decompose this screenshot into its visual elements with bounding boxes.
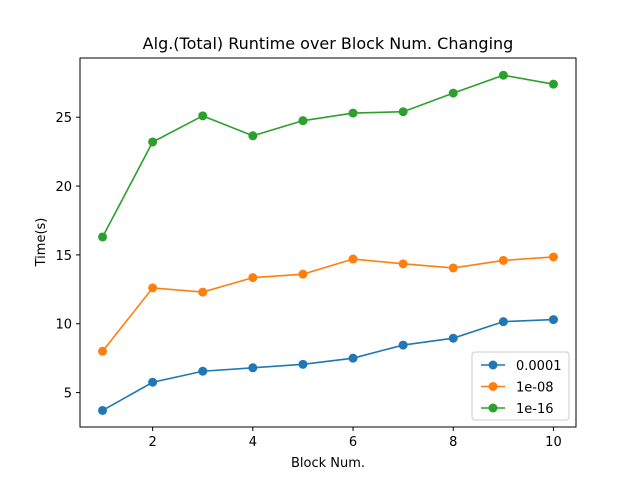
y-axis-title: Time(s) (34, 218, 49, 268)
data-point (298, 269, 308, 279)
data-point (198, 366, 208, 376)
data-point (448, 263, 458, 273)
series-layer (98, 70, 558, 415)
legend-marker (488, 360, 498, 370)
chart-title: Alg.(Total) Runtime over Block Num. Chan… (143, 34, 514, 53)
series-1e-08 (98, 252, 558, 356)
data-point (148, 377, 158, 387)
legend-marker (488, 403, 498, 413)
legend-label: 0.0001 (516, 359, 562, 374)
data-point (298, 116, 308, 126)
y-tick-label: 25 (55, 111, 72, 126)
data-point (298, 359, 308, 369)
data-point (448, 333, 458, 343)
data-point (548, 79, 558, 89)
data-point (348, 254, 358, 264)
data-point (548, 252, 558, 262)
series-line (101, 74, 554, 238)
x-tick-label: 8 (449, 435, 457, 450)
data-point (148, 137, 158, 147)
data-point (348, 108, 358, 118)
data-point (548, 315, 558, 325)
x-tick-label: 4 (249, 435, 257, 450)
data-point (98, 405, 108, 415)
y-tick-label: 10 (55, 318, 72, 333)
legend: 0.0001 1e-08 1e-16 (471, 351, 570, 421)
data-point (348, 353, 358, 363)
legend-label: 1e-16 (516, 402, 554, 417)
data-point (498, 317, 508, 327)
series-line (102, 318, 554, 412)
series-0.0001 (98, 315, 558, 415)
y-tick-label: 15 (55, 249, 72, 264)
data-point (498, 255, 508, 265)
x-tick-label: 6 (349, 435, 357, 450)
series-1e-16 (98, 70, 558, 242)
data-point (248, 273, 258, 283)
data-point (98, 346, 108, 356)
data-point (248, 131, 258, 141)
legend-label: 1e-08 (516, 381, 554, 396)
legend-marker (488, 382, 498, 391)
x-axis-title: Block Num. (291, 456, 365, 471)
data-point (398, 107, 408, 117)
data-point (398, 340, 408, 350)
x-tick-label: 10 (545, 435, 562, 450)
axes-frame (79, 57, 577, 428)
series-line (101, 256, 554, 352)
data-point (448, 88, 458, 98)
x-tick-label: 2 (149, 435, 157, 450)
data-point (248, 363, 258, 373)
x-axis-ticks: 2 4 6 8 10 (149, 427, 562, 450)
y-axis-ticks: 5 10 15 20 25 (55, 111, 80, 402)
data-point (498, 70, 508, 80)
legend-box (471, 351, 570, 421)
data-point (398, 259, 408, 269)
data-point (198, 111, 208, 121)
data-point (198, 287, 208, 297)
y-tick-label: 5 (64, 387, 72, 402)
data-point (98, 232, 108, 242)
y-tick-label: 20 (55, 180, 72, 195)
data-point (148, 283, 158, 293)
